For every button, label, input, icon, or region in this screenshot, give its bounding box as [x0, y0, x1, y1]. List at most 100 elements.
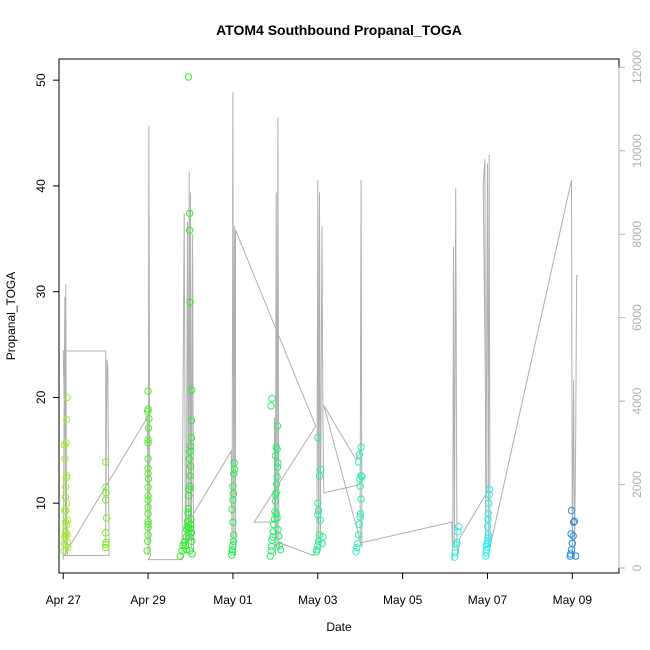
- data-point: [275, 532, 283, 540]
- data-point: [102, 529, 110, 537]
- data-point: [314, 433, 322, 442]
- data-point: [188, 386, 196, 394]
- data-point: [271, 508, 279, 516]
- data-point: [451, 549, 459, 557]
- data-point: [144, 475, 153, 483]
- data-point: [273, 445, 281, 453]
- data-point: [63, 531, 71, 539]
- data-point: [270, 520, 278, 528]
- data-point: [484, 515, 492, 523]
- chart-title: ATOM4 Southbound Propanal_TOGA: [216, 22, 462, 38]
- data-point: [60, 441, 69, 449]
- data-point: [102, 543, 110, 552]
- data-point: [186, 298, 194, 306]
- data-point: [314, 499, 322, 507]
- data-point: [567, 530, 575, 538]
- x-axis: Apr 27 Apr 29 May 01 May 03 May 05 May 07 May …: [46, 572, 592, 607]
- data-point: [62, 439, 70, 447]
- data-point: [572, 552, 580, 560]
- x-tick-label: Apr 27: [46, 593, 82, 607]
- data-point: [273, 463, 282, 471]
- data-point: [228, 505, 236, 514]
- data-point: [61, 455, 69, 463]
- data-point: [357, 472, 365, 480]
- data-point: [319, 533, 327, 541]
- data-point: [485, 491, 493, 499]
- data-point: [186, 524, 195, 533]
- data-point: [144, 436, 152, 444]
- data-point: [184, 509, 192, 517]
- data-point: [273, 422, 282, 430]
- data-point: [102, 538, 110, 546]
- data-point: [357, 495, 365, 503]
- data-point: [314, 506, 323, 515]
- data-point: [186, 482, 194, 490]
- data-point: [271, 491, 280, 499]
- data-point: [63, 393, 71, 402]
- secondary-y-tick-label: 6000: [630, 304, 644, 331]
- data-point: [102, 488, 110, 497]
- data-point: [63, 516, 72, 524]
- data-point: [267, 547, 275, 555]
- data-point: [186, 226, 194, 235]
- data-point: [61, 493, 70, 501]
- data-point: [485, 499, 493, 507]
- data-point: [454, 522, 463, 531]
- data-point: [268, 536, 276, 544]
- secondary-y-tick-label: 10000: [630, 134, 644, 168]
- secondary-y-axis: 0 2000 4000 6000 8000 10000 12000: [618, 50, 644, 571]
- data-point: [355, 520, 364, 528]
- x-tick-label: Apr 29: [130, 593, 166, 607]
- data-point: [450, 553, 459, 561]
- data-point: [185, 485, 193, 494]
- altitude-trace-layer: [62, 92, 579, 561]
- data-point: [187, 529, 196, 537]
- data-point: [570, 517, 579, 525]
- data-point: [273, 473, 281, 481]
- data-point: [568, 539, 576, 548]
- data-point: [268, 394, 276, 403]
- data-point: [185, 455, 193, 463]
- plot-frame: [58, 58, 620, 574]
- data-point: [63, 538, 72, 546]
- data-point: [454, 528, 462, 536]
- data-point: [102, 483, 110, 491]
- data-point: [144, 464, 152, 472]
- data-point: [229, 541, 237, 550]
- data-point: [186, 462, 195, 470]
- data-point: [186, 547, 194, 555]
- data-point: [272, 510, 280, 518]
- data-point: [567, 506, 576, 515]
- data-point: [144, 469, 152, 478]
- data-point: [358, 473, 366, 481]
- data-point: [186, 520, 195, 528]
- data-point: [228, 546, 237, 554]
- secondary-y-tick-label: 4000: [630, 387, 644, 414]
- data-point: [181, 541, 190, 550]
- data-point: [356, 482, 364, 490]
- data-point: [569, 518, 578, 526]
- data-point: [352, 548, 360, 556]
- data-point: [144, 424, 153, 432]
- data-point: [566, 550, 575, 558]
- data-point: [144, 517, 152, 525]
- data-point: [229, 518, 237, 526]
- data-point: [269, 528, 277, 536]
- data-point: [178, 547, 186, 555]
- data-point: [314, 511, 322, 519]
- data-point: [569, 532, 577, 540]
- data-point: [144, 531, 152, 539]
- data-point: [484, 531, 492, 539]
- data-point: [186, 472, 194, 480]
- data-point: [184, 73, 193, 81]
- data-point: [453, 538, 461, 546]
- data-point: [187, 433, 196, 442]
- data-point: [356, 475, 364, 483]
- data-point: [483, 522, 492, 531]
- data-point: [188, 537, 196, 545]
- data-point: [274, 459, 282, 467]
- data-point: [313, 546, 321, 554]
- data-point: [62, 483, 70, 491]
- data-point: [182, 533, 191, 541]
